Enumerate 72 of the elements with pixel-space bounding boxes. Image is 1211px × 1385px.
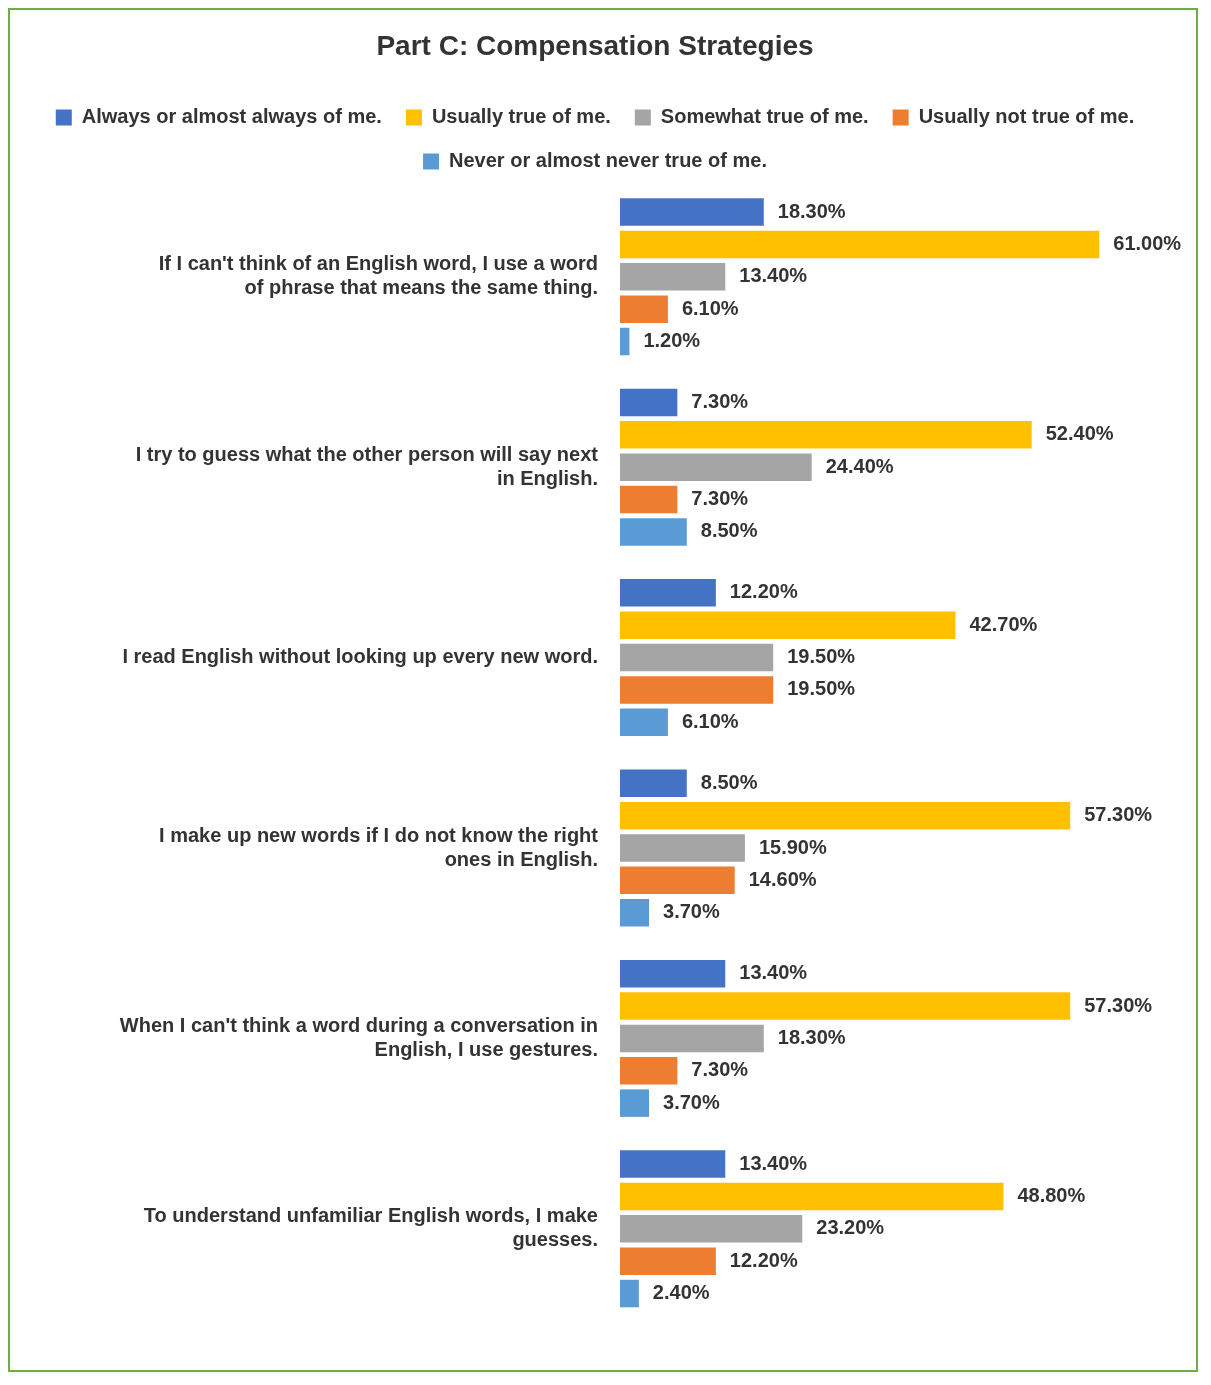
bar xyxy=(620,518,687,546)
data-label: 48.80% xyxy=(1017,1183,1086,1206)
bar xyxy=(620,485,678,514)
bar xyxy=(620,1024,764,1053)
bar xyxy=(620,1215,803,1243)
bar xyxy=(620,959,726,988)
data-label: 19.50% xyxy=(787,645,856,668)
data-label: 18.30% xyxy=(777,1025,846,1048)
legend-label: Always or almost always of me. xyxy=(81,105,382,128)
data-label: 7.30% xyxy=(691,1058,749,1081)
data-label: 1.20% xyxy=(643,329,701,352)
data-label: 3.70% xyxy=(663,900,720,923)
data-label: 57.30% xyxy=(1084,803,1153,826)
bar xyxy=(620,992,1071,1020)
bar xyxy=(620,1150,726,1178)
data-label: 13.40% xyxy=(739,961,808,984)
bar xyxy=(620,230,1100,259)
data-label: 14.60% xyxy=(748,867,817,890)
data-label: 6.10% xyxy=(681,709,739,732)
bar xyxy=(620,708,668,737)
data-label: 57.30% xyxy=(1084,993,1153,1016)
data-label: 24.40% xyxy=(825,454,894,477)
y-tick-label: I read English without looking up every new word. xyxy=(122,645,598,668)
bar xyxy=(620,579,716,607)
y-tick-label: I try to guess what the other person will say next in English. xyxy=(135,442,599,489)
data-label: 8.50% xyxy=(700,770,758,793)
data-label: 15.90% xyxy=(758,835,827,858)
bar xyxy=(620,327,630,356)
data-label: 6.10% xyxy=(681,296,739,319)
legend-label: Never or almost never true of me. xyxy=(449,149,767,172)
data-label: 18.30% xyxy=(777,199,846,222)
data-label: 7.30% xyxy=(691,487,749,510)
data-label: 23.20% xyxy=(816,1216,885,1239)
data-label: 12.20% xyxy=(729,580,798,603)
bar xyxy=(620,643,774,672)
data-label: 7.30% xyxy=(691,389,749,412)
bar xyxy=(620,676,774,704)
data-label: 61.00% xyxy=(1113,231,1182,254)
y-tick-label: If I can't think of an English word, I use a word of phrase that means the same thing. xyxy=(158,252,598,299)
data-label: 42.70% xyxy=(969,612,1038,635)
bar xyxy=(620,263,726,291)
chart-title: Part C: Compensation Strategies xyxy=(376,29,814,61)
bar xyxy=(620,1247,716,1275)
legend-label: Somewhat true of me. xyxy=(660,105,869,128)
y-tick-label: I make up new words if I do not know the right ones in English. xyxy=(159,823,599,870)
bar xyxy=(620,834,745,862)
bar xyxy=(620,898,650,927)
data-label: 13.40% xyxy=(739,1151,808,1174)
bar xyxy=(620,453,812,481)
data-label: 52.40% xyxy=(1045,422,1114,445)
data-label: 13.40% xyxy=(739,264,808,287)
bar xyxy=(620,1279,639,1308)
y-tick-label: To understand unfamiliar English words, I make guesses. xyxy=(143,1204,598,1251)
bar xyxy=(620,295,668,323)
bar xyxy=(620,1182,1004,1211)
bar xyxy=(620,1057,678,1085)
data-label: 8.50% xyxy=(700,519,758,542)
bar xyxy=(620,421,1032,449)
bar xyxy=(620,388,678,417)
bar xyxy=(620,198,764,226)
data-label: 2.40% xyxy=(652,1281,710,1304)
bar xyxy=(620,866,735,895)
bar xyxy=(620,611,956,639)
data-label: 3.70% xyxy=(663,1090,720,1113)
y-tick-label: When I can't think a word during a conversation in English, I use gestures. xyxy=(119,1013,598,1060)
data-label: 19.50% xyxy=(787,677,856,700)
data-label: 12.20% xyxy=(729,1248,798,1271)
legend-label: Usually true of me. xyxy=(431,105,611,128)
bar xyxy=(620,769,687,798)
legend-label: Usually not true of me. xyxy=(918,105,1135,128)
bar xyxy=(620,801,1071,830)
bar xyxy=(620,1089,650,1117)
